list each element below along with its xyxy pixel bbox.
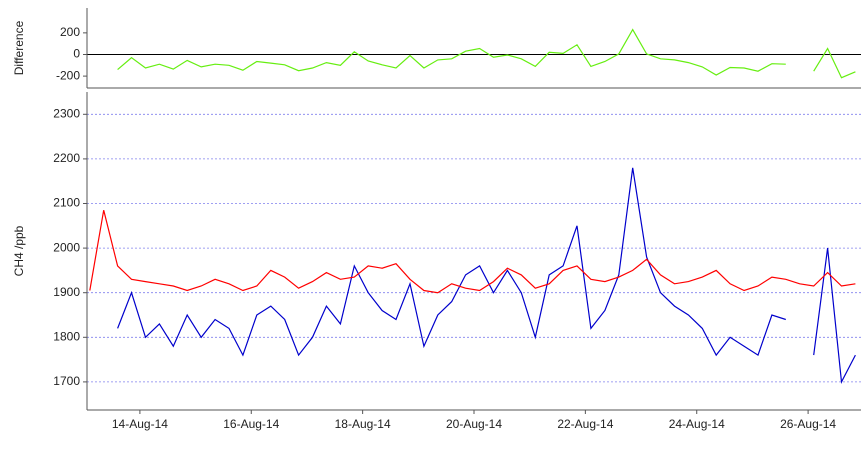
y-tick-label: 1800 (53, 329, 80, 343)
y-tick-label: 2200 (53, 151, 80, 165)
series-line (117, 167, 856, 384)
y-tick-label: -200 (56, 68, 80, 82)
x-tick-label: 26-Aug-14 (780, 417, 836, 431)
y-tick-label: 0 (73, 47, 80, 61)
y-tick-label: 1900 (53, 285, 80, 299)
y-tick-label: 2100 (53, 196, 80, 210)
series-line (117, 28, 856, 79)
y-tick-label: 2000 (53, 240, 80, 254)
x-tick-label: 14-Aug-14 (112, 417, 168, 431)
x-tick-label: 16-Aug-14 (223, 417, 279, 431)
y-axis-label: Difference (12, 20, 26, 75)
x-tick-label: 18-Aug-14 (335, 417, 391, 431)
x-tick-label: 20-Aug-14 (446, 417, 502, 431)
y-tick-label: 200 (60, 25, 80, 39)
x-tick-label: 22-Aug-14 (557, 417, 613, 431)
y-tick-label: 2300 (53, 106, 80, 120)
y-tick-label: 1700 (53, 374, 80, 388)
y-axis-label: CH4 /ppb (12, 225, 26, 276)
series-line (89, 210, 856, 294)
x-tick-label: 24-Aug-14 (669, 417, 725, 431)
